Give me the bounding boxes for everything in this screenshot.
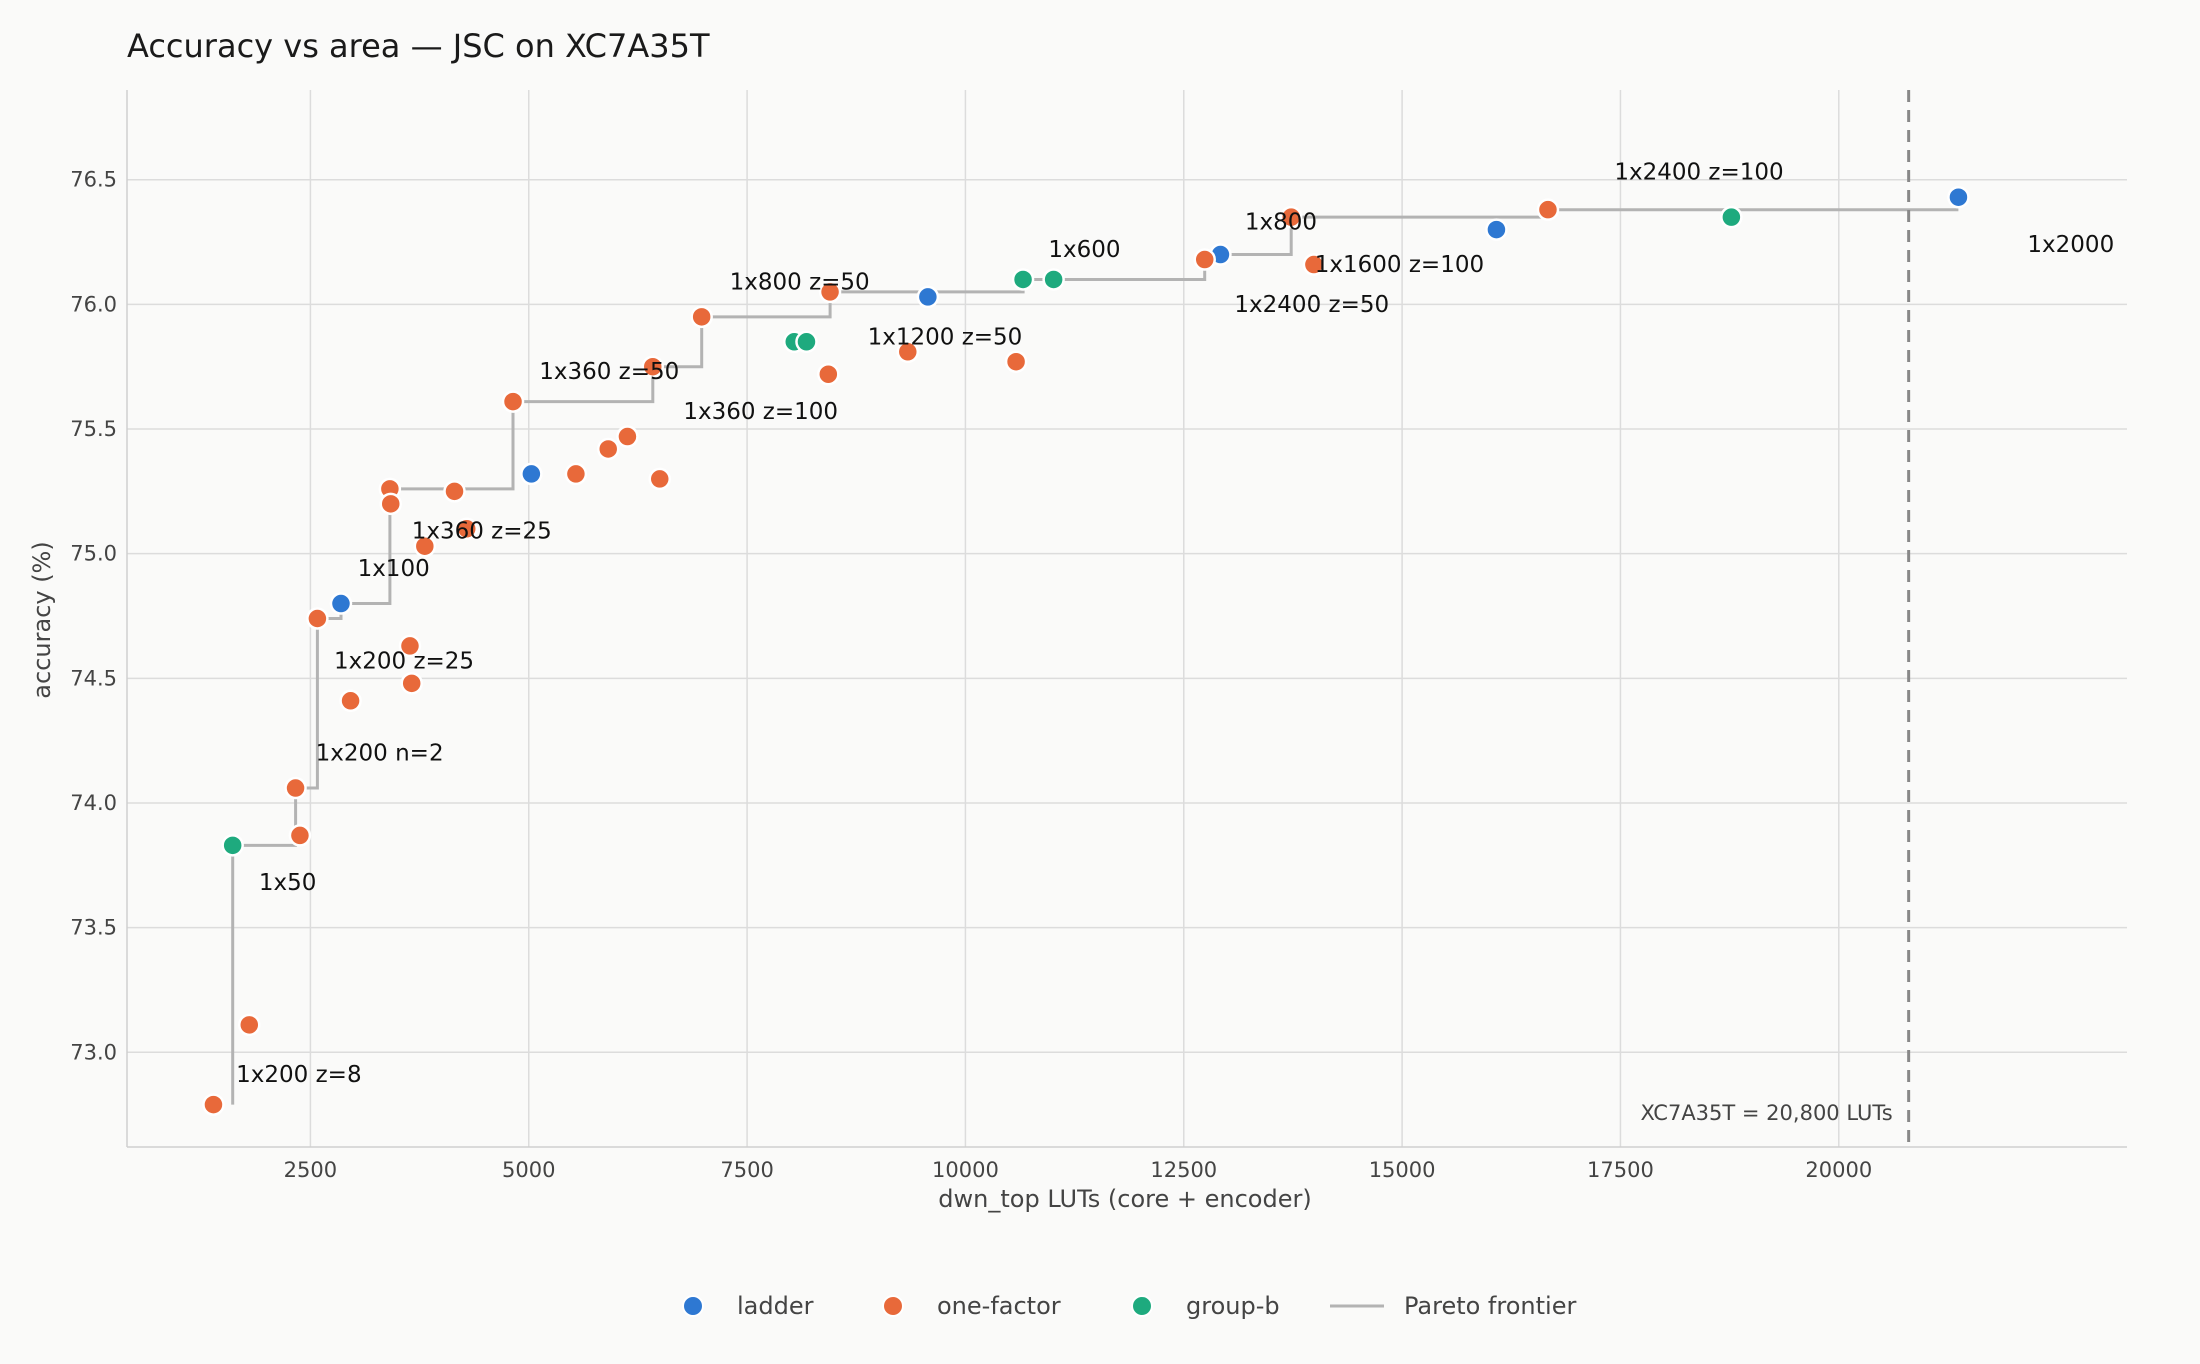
- point-annotation: 1x2400 z=100: [1614, 160, 1783, 186]
- one-factor-point: [1536, 198, 1560, 221]
- legend-marker-one-factor: [882, 1295, 904, 1317]
- point-annotation: 1x100: [358, 556, 430, 582]
- one-factor-point: [564, 462, 588, 486]
- y-tick-label: 73.0: [70, 1040, 117, 1064]
- point-annotation: 1x360 z=50: [539, 359, 679, 385]
- x-tick-label: 2500: [284, 1158, 337, 1182]
- point-annotation: 1x2400 z=50: [1234, 292, 1389, 318]
- point-annotation: 1x200 z=8: [236, 1062, 361, 1088]
- x-tick-label: 17500: [1587, 1158, 1654, 1182]
- one-factor-point: [202, 1093, 225, 1116]
- point-annotation: 1x360 z=100: [683, 399, 838, 425]
- one-factor-point: [339, 689, 362, 713]
- point-annotation: 1x600: [1048, 237, 1120, 263]
- x-tick-label: 20000: [1805, 1158, 1872, 1182]
- legend-label: Pareto frontier: [1404, 1292, 1576, 1320]
- group-b-point: [795, 330, 818, 354]
- one-factor-point: [379, 492, 403, 516]
- one-factor-point: [398, 634, 422, 658]
- pareto-frontier-line: [231, 208, 1959, 1105]
- grid-lines: [127, 90, 2127, 1147]
- point-annotation: 1x800: [1245, 210, 1317, 236]
- one-factor-point: [648, 467, 672, 491]
- legend-marker-group-b: [1131, 1295, 1153, 1317]
- legend-label: group-b: [1186, 1292, 1280, 1320]
- one-factor-point: [641, 355, 665, 378]
- point-annotation: 1x200 z=25: [334, 648, 474, 674]
- y-tick-label: 73.5: [70, 916, 117, 940]
- one-factor-point: [455, 517, 478, 541]
- x-tick-label: 10000: [932, 1158, 999, 1182]
- one-factor-point: [400, 672, 423, 695]
- chart-title: Accuracy vs area — JSC on XC7A35T: [127, 27, 710, 65]
- ladder-point: [1947, 185, 1970, 209]
- annotations: 1x200 z=8 1x50 1x200 n=2 1x200 z=25 1x100 1x3…: [236, 160, 2114, 1088]
- data-points: [202, 185, 1970, 1116]
- y-tick-label: 74.5: [70, 666, 117, 690]
- axes: 2500 5000 7500 10000 12500 15000 17500 20000 73.…: [70, 90, 2127, 1182]
- point-annotation: 1x200 n=2: [316, 741, 444, 767]
- one-factor-point: [238, 1013, 261, 1037]
- reference-line-label: XC7A35T = 20,800 LUTs: [1640, 1101, 1892, 1125]
- group-b-point: [1011, 268, 1035, 291]
- point-annotation: 1x800 z=50: [730, 269, 870, 295]
- legend-label: one-factor: [937, 1292, 1061, 1320]
- one-factor-point: [284, 776, 307, 800]
- reference-line-group: XC7A35T = 20,800 LUTs: [1640, 90, 1911, 1147]
- legend: ladder one-factor group-b Pareto frontier: [682, 1292, 1576, 1320]
- y-axis-label: accuracy (%): [28, 541, 56, 698]
- one-factor-point: [818, 280, 842, 304]
- one-factor-point: [1193, 248, 1216, 271]
- one-factor-point: [690, 305, 713, 329]
- one-factor-point: [501, 390, 525, 413]
- one-factor-point: [1279, 205, 1303, 229]
- legend-label: ladder: [737, 1292, 814, 1320]
- point-annotation: 1x2000: [2027, 232, 2114, 258]
- y-tick-label: 76.0: [70, 292, 117, 316]
- y-tick-label: 75.0: [70, 542, 117, 566]
- x-tick-label: 12500: [1150, 1158, 1217, 1182]
- y-tick-label: 75.5: [70, 417, 117, 441]
- x-axis-label: dwn_top LUTs (core + encoder): [938, 1185, 1311, 1213]
- group-b-point: [221, 834, 244, 857]
- point-annotation: 1x1200 z=50: [868, 324, 1023, 350]
- ladder-point: [329, 592, 353, 615]
- ladder-point: [1485, 218, 1508, 241]
- legend-marker-ladder: [682, 1295, 704, 1317]
- ladder-point: [916, 285, 940, 309]
- one-factor-point: [288, 824, 312, 847]
- one-factor-point: [817, 362, 840, 386]
- y-tick-label: 74.0: [70, 791, 117, 815]
- point-annotation: 1x1600 z=100: [1315, 252, 1484, 278]
- y-tick-label: 76.5: [70, 168, 117, 192]
- x-tick-label: 5000: [502, 1158, 555, 1182]
- one-factor-point: [596, 437, 620, 461]
- x-tick-label: 15000: [1369, 1158, 1436, 1182]
- one-factor-point: [413, 534, 437, 558]
- group-b-point: [1720, 205, 1743, 229]
- pareto-frontier: [231, 208, 1959, 1105]
- x-tick-label: 7500: [720, 1158, 773, 1182]
- one-factor-point: [1004, 350, 1028, 373]
- one-factor-point: [616, 425, 639, 448]
- one-factor-point: [896, 340, 920, 364]
- group-b-point: [1042, 268, 1065, 291]
- point-annotation: 1x50: [259, 870, 317, 896]
- one-factor-point: [443, 480, 466, 503]
- ladder-point: [520, 462, 543, 486]
- one-factor-point: [306, 607, 329, 630]
- one-factor-point: [1302, 253, 1326, 276]
- point-annotation: 1x360 z=25: [412, 519, 552, 545]
